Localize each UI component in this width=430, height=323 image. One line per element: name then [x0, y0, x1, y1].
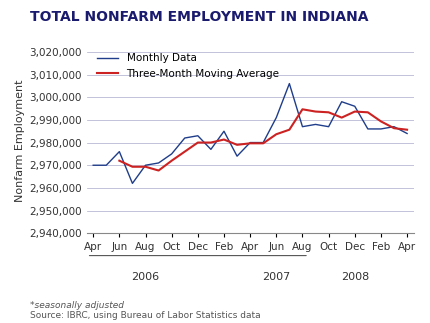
- Legend: Monthly Data, Three-Month Moving Average: Monthly Data, Three-Month Moving Average: [93, 49, 283, 83]
- Text: Source: IBRC, using Bureau of Labor Statistics data: Source: IBRC, using Bureau of Labor Stat…: [30, 311, 260, 320]
- Y-axis label: Nonfarm Employment: Nonfarm Employment: [15, 79, 25, 202]
- Text: 2008: 2008: [340, 272, 368, 282]
- Text: 2006: 2006: [131, 272, 159, 282]
- Text: *seasonally adjusted: *seasonally adjusted: [30, 301, 124, 310]
- Text: TOTAL NONFARM EMPLOYMENT IN INDIANA: TOTAL NONFARM EMPLOYMENT IN INDIANA: [30, 10, 368, 24]
- Text: 2007: 2007: [261, 272, 290, 282]
